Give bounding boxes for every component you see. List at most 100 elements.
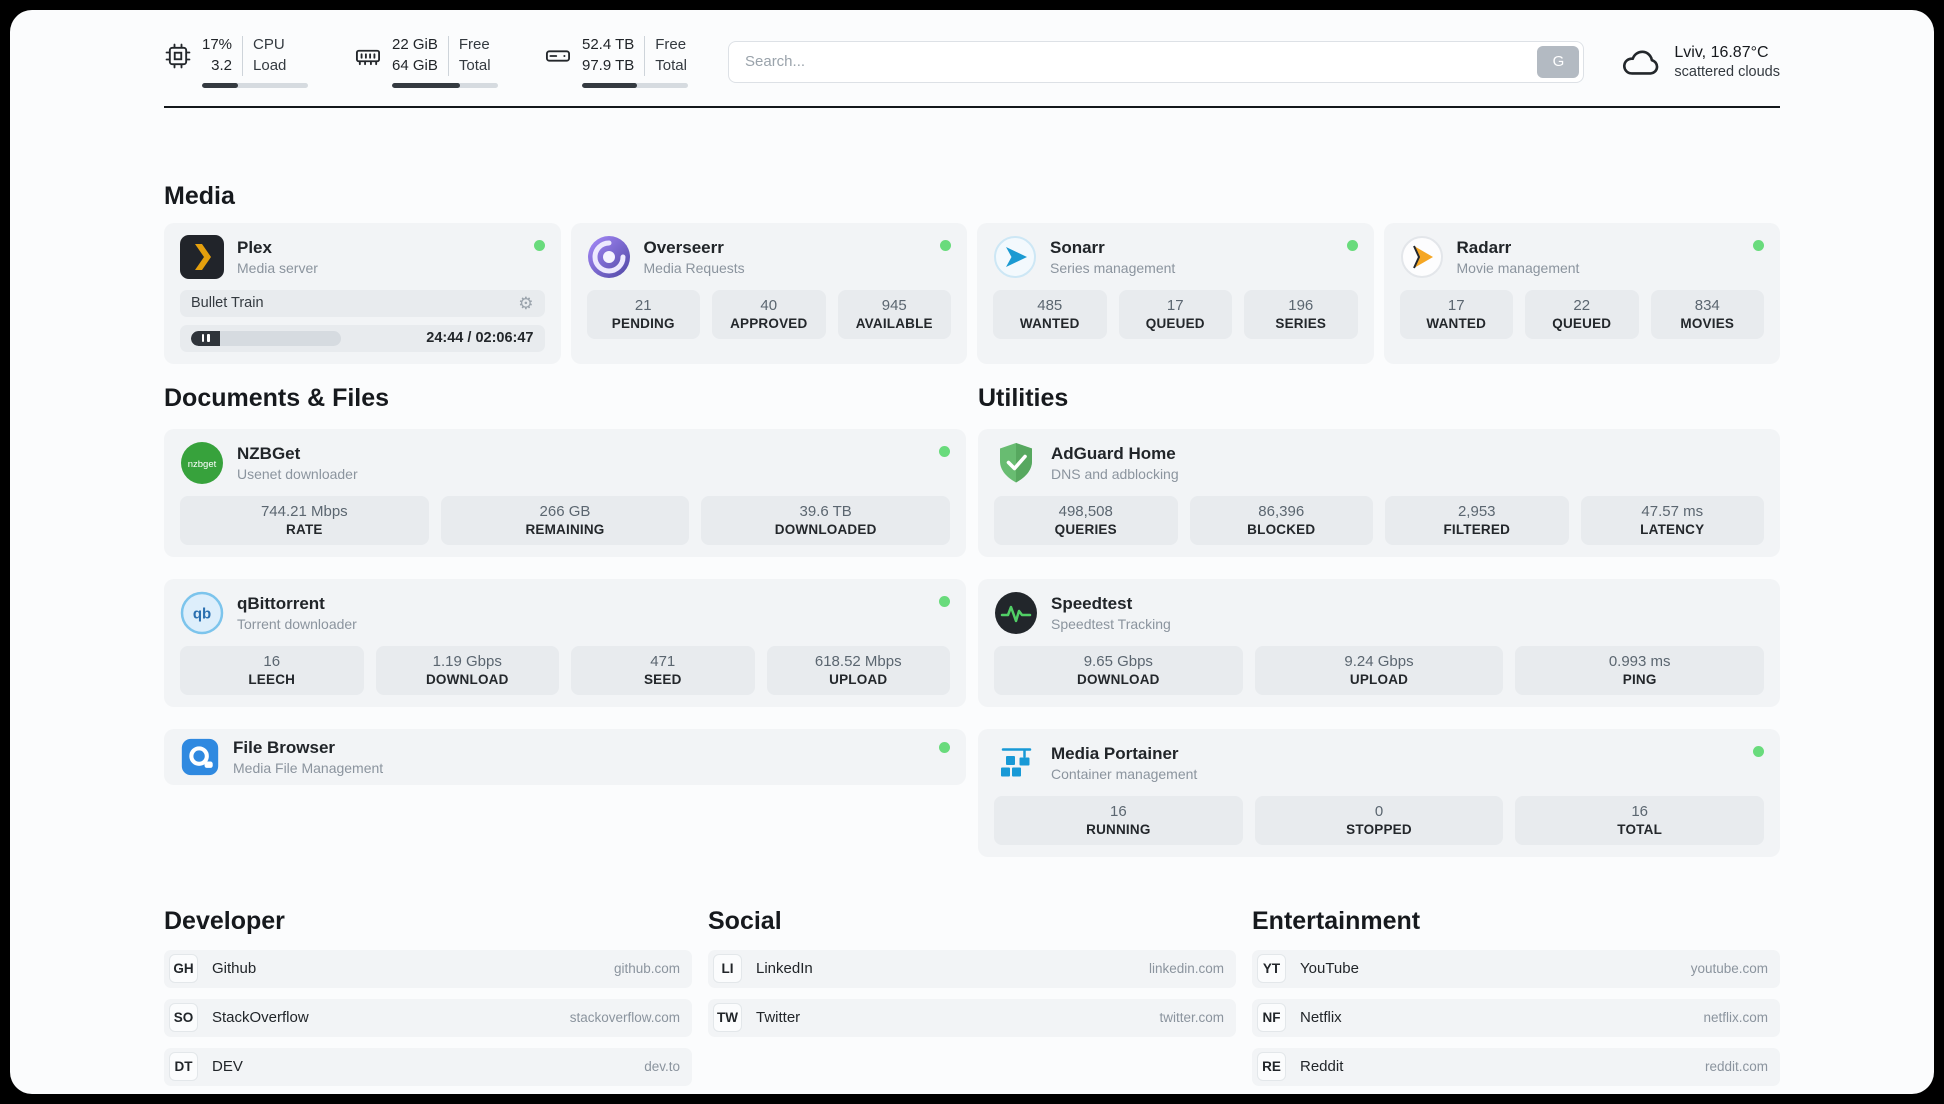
online-status-dot (939, 445, 950, 457)
dev-icon: DT (169, 1052, 198, 1081)
search-bar: G (728, 40, 1585, 83)
social-column: Social LI LinkedIn linkedin.com TW Twitt… (708, 907, 1236, 1048)
overseerr-icon (587, 235, 631, 279)
developer-column: Developer GH Github github.com SO StackO… (164, 907, 692, 1095)
app-card-nzbget[interactable]: nzbget NZBGet Usenet downloader 744.21 M… (164, 428, 966, 557)
online-status-dot (940, 239, 951, 251)
stat-latency: 47.57 ms LATENCY (1580, 495, 1764, 545)
top-bar: 17% 3.2 CPU Load (164, 36, 1780, 88)
weather-location: Lviv, 16.87°C (1674, 43, 1769, 61)
stat-blocked: 86,396 BLOCKED (1189, 495, 1373, 545)
app-name: Media Portainer (1051, 743, 1179, 763)
stat-ping: 0.993 ms PING (1515, 645, 1764, 695)
stat-upload: 618.52 Mbps UPLOAD (766, 645, 950, 695)
app-card-sonarr[interactable]: Sonarr Series management 485 WANTED 17 Q… (977, 222, 1374, 364)
online-status-dot (1753, 745, 1764, 757)
bookmark-dev[interactable]: DT DEV dev.to (164, 1047, 692, 1086)
bookmark-github[interactable]: GH Github github.com (164, 949, 692, 988)
stat-leech: 16 LEECH (180, 645, 364, 695)
app-card-qbittorrent[interactable]: qb qBittorrent Torrent downloader 16 LEE… (164, 578, 966, 707)
header-divider (164, 105, 1780, 108)
disk-metric: 52.4 TB 97.9 TB Free Total (544, 36, 688, 88)
section-title-media: Media (164, 181, 235, 210)
cpu-icon (164, 42, 192, 70)
stat-series: 196 SERIES (1244, 289, 1358, 339)
stat-wanted: 17 WANTED (1399, 289, 1513, 339)
youtube-icon: YT (1257, 954, 1286, 983)
metric-divider (644, 36, 646, 76)
section-title-social: Social (708, 906, 782, 935)
stat-stopped: 0 STOPPED (1254, 795, 1504, 845)
twitter-icon: TW (713, 1003, 742, 1032)
ram-progress-bar (392, 82, 498, 88)
stat-pending: 21 PENDING (586, 289, 700, 339)
stat-upload: 9.24 Gbps UPLOAD (1254, 645, 1504, 695)
stat-available: 945 AVAILABLE (837, 289, 951, 339)
stat-download: 9.65 Gbps DOWNLOAD (994, 645, 1243, 695)
cpu-progress-bar (202, 82, 308, 88)
seek-bar[interactable] (191, 330, 341, 346)
online-status-dot (939, 741, 950, 753)
app-card-portainer[interactable]: Media Portainer Container management 16 … (978, 728, 1780, 857)
stackoverflow-icon: SO (169, 1003, 198, 1032)
playback-time: 24:44 / 02:06:47 (426, 330, 534, 346)
bookmark-youtube[interactable]: YT YouTube youtube.com (1252, 949, 1780, 988)
entertainment-column: Entertainment YT YouTube youtube.com NF … (1252, 907, 1780, 1095)
online-status-dot (1346, 239, 1358, 251)
ram-free-label: Free (458, 36, 490, 53)
stat-approved: 40 APPROVED (712, 289, 826, 339)
search-input[interactable] (728, 40, 1585, 83)
hard-drive-icon (544, 42, 572, 70)
disk-progress-bar (582, 82, 688, 88)
app-name: NZBGet (237, 443, 301, 463)
app-name: Speedtest (1051, 593, 1133, 613)
ram-free-value: 22 GiB (392, 36, 438, 53)
stat-movies: 834 MOVIES (1650, 289, 1764, 339)
bookmark-reddit[interactable]: RE Reddit reddit.com (1252, 1047, 1780, 1086)
netflix-icon: NF (1257, 1003, 1286, 1032)
system-metrics: 17% 3.2 CPU Load (164, 36, 688, 88)
stat-seed: 471 SEED (571, 645, 755, 695)
weather-widget: Lviv, 16.87°C scattered clouds (1620, 41, 1780, 83)
app-card-filebrowser[interactable]: File Browser Media File Management (164, 728, 966, 785)
now-playing-row: Bullet Train ⚙ (180, 289, 545, 317)
app-subtitle: Media server (237, 259, 318, 276)
app-card-adguard[interactable]: AdGuard Home DNS and adblocking 498,508 … (978, 428, 1780, 557)
app-subtitle: Media File Management (233, 759, 384, 776)
stat-remaining: 266 GB REMAINING (440, 495, 690, 545)
app-card-radarr[interactable]: Radarr Movie management 17 WANTED 22 QUE… (1383, 222, 1780, 364)
metric-divider (242, 36, 244, 76)
app-card-plex[interactable]: Plex Media server Bullet Train ⚙ 24:44 /… (164, 222, 561, 364)
disk-free-label: Free (655, 36, 687, 53)
app-name: Plex (237, 237, 272, 257)
section-title-documents: Documents & Files (164, 383, 390, 412)
gear-icon[interactable]: ⚙ (518, 293, 534, 313)
bookmark-twitter[interactable]: TW Twitter twitter.com (708, 998, 1236, 1037)
stat-queued: 22 QUEUED (1525, 289, 1639, 339)
online-status-dot (1753, 239, 1764, 251)
app-name: Radarr (1456, 237, 1512, 257)
bookmark-linkedin[interactable]: LI LinkedIn linkedin.com (708, 949, 1236, 988)
search-engine-button[interactable]: G (1537, 45, 1580, 78)
svg-text:qb: qb (193, 605, 211, 622)
cloud-icon (1620, 41, 1662, 83)
documents-column: Documents & Files nzbget NZBGet Usenet d (164, 384, 966, 785)
stat-running: 16 RUNNING (994, 795, 1243, 845)
metric-divider (447, 36, 449, 76)
bookmark-stackoverflow[interactable]: SO StackOverflow stackoverflow.com (164, 998, 692, 1037)
qbittorrent-icon: qb (180, 591, 224, 635)
app-subtitle: Movie management (1456, 259, 1580, 276)
app-card-overseerr[interactable]: Overseerr Media Requests 21 PENDING 40 A… (570, 222, 967, 364)
ram-progress-fill (392, 82, 460, 88)
app-name: Sonarr (1050, 237, 1105, 257)
section-title-utilities: Utilities (978, 383, 1069, 412)
radarr-icon (1400, 235, 1444, 279)
app-card-speedtest[interactable]: Speedtest Speedtest Tracking 9.65 Gbps D… (978, 578, 1780, 707)
app-name: AdGuard Home (1051, 443, 1176, 463)
cpu-progress-fill (202, 82, 239, 88)
cpu-load-value: 3.2 (211, 56, 233, 74)
online-status-dot (533, 239, 545, 251)
bookmark-netflix[interactable]: NF Netflix netflix.com (1252, 998, 1780, 1037)
sonarr-icon (993, 235, 1037, 279)
github-icon: GH (169, 954, 198, 983)
